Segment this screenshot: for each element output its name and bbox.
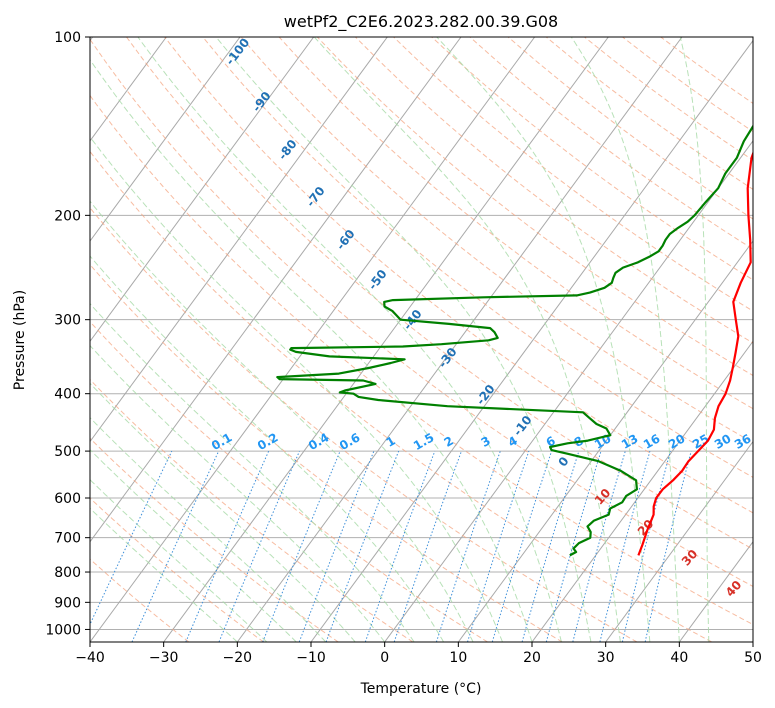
isotherm-line <box>752 641 753 642</box>
dewpoint-profile-line <box>276 124 753 557</box>
y-tick-label: 300 <box>54 313 81 329</box>
x-tick-label: −20 <box>223 650 253 666</box>
x-tick-label: 10 <box>449 650 467 666</box>
dry-adiabat-line <box>90 378 414 642</box>
dry-adiabat-line <box>90 263 563 642</box>
y-tick-label: 400 <box>54 387 81 403</box>
mixing-ratio-line <box>325 450 400 642</box>
x-tick-label: −30 <box>149 650 179 666</box>
dry-adiabat-line <box>126 37 753 550</box>
moist-adiabat-line <box>90 136 503 642</box>
plot-frame <box>89 36 754 643</box>
plot-background <box>90 37 753 642</box>
moist-adiabat-line <box>90 344 386 642</box>
mixing-ratio-line <box>364 450 436 642</box>
moist-adiabat-line <box>436 37 651 642</box>
moist-adiabat-line <box>90 58 533 642</box>
mixing-ratio-line <box>521 450 580 642</box>
dry-adiabat-line <box>90 437 339 642</box>
dry-adiabat-line <box>278 37 753 410</box>
y-axis-label: Pressure (hPa) <box>12 290 28 390</box>
mixing-ratio-line <box>218 450 300 642</box>
mixing-ratio-line <box>467 450 530 642</box>
isotherm-line <box>236 37 683 642</box>
moist-adiabats <box>90 37 710 642</box>
isotherm-line <box>531 340 753 642</box>
dry-adiabat-line <box>316 37 753 377</box>
mixing-ratio-lines <box>90 450 692 642</box>
mixing-ratio-label: 36 <box>732 431 753 451</box>
isotherm-line <box>90 37 315 343</box>
y-tick-label: 900 <box>54 595 81 611</box>
isotherm-line <box>90 37 388 443</box>
y-tick-label: 100 <box>54 30 81 46</box>
isotherm-line <box>163 37 609 642</box>
mixing-ratio-line <box>644 450 692 642</box>
dry-adiabat-line <box>90 150 712 642</box>
y-tick-label: 1000 <box>45 622 81 638</box>
moist-adiabat-line <box>90 255 445 642</box>
isotherm-line <box>457 240 753 642</box>
dry-adiabat-line <box>90 207 638 642</box>
mixing-ratio-line <box>131 450 220 642</box>
y-tick-label: 800 <box>54 565 81 581</box>
moist-adiabat-line <box>90 200 474 642</box>
x-tick-label: 50 <box>744 650 762 666</box>
mixing-ratio-line <box>572 450 626 642</box>
isotherm-line <box>90 37 167 142</box>
isotherm-line <box>384 140 753 642</box>
moist-adiabat-line <box>90 382 356 642</box>
profile-series <box>276 124 753 557</box>
x-tick-label: 40 <box>670 650 688 666</box>
mixing-ratio-line <box>393 450 462 642</box>
x-axis-label: Temperature (°C) <box>360 681 482 697</box>
x-tick-label: 30 <box>597 650 615 666</box>
y-axis-ticks: 100 200 300 400 500 600 700 800 900 1000 <box>45 30 90 638</box>
isotherm-line <box>90 37 536 642</box>
temperature-profile-line <box>637 150 753 556</box>
dry-adiabat-line <box>90 94 753 626</box>
moist-adiabat-line <box>90 478 268 642</box>
moist-adiabat-line <box>90 507 238 642</box>
dry-adiabat-line <box>164 37 753 514</box>
dry-adiabat-line <box>90 38 753 587</box>
y-tick-label: 600 <box>54 491 81 507</box>
x-tick-label: −10 <box>296 650 326 666</box>
y-tick-label: 200 <box>54 208 81 224</box>
x-tick-label: 0 <box>380 650 389 666</box>
x-tick-label: −40 <box>75 650 105 666</box>
isotherm-line <box>310 39 753 642</box>
mixing-ratio-line <box>185 450 270 642</box>
moist-adiabat-line <box>137 37 562 642</box>
mixing-ratio-line <box>298 450 375 642</box>
moist-adiabat-line <box>570 37 680 642</box>
mixing-ratio-line <box>491 450 553 642</box>
moist-adiabat-line <box>313 37 621 642</box>
chart-title: wetPf2_C2E6.2023.282.00.39.G08 <box>284 12 558 32</box>
x-tick-label: 20 <box>523 650 541 666</box>
x-axis-ticks: −40 −30 −20 −10 0 10 20 30 40 50 <box>75 642 762 666</box>
dry-adiabats <box>90 37 753 642</box>
moist-adiabat-line <box>90 302 415 642</box>
mixing-ratio-line <box>545 450 602 642</box>
moist-adiabat-line <box>90 416 327 642</box>
isotherm-line <box>605 440 753 642</box>
mixing-ratio-line <box>599 450 651 642</box>
dry-adiabat-line <box>90 558 190 642</box>
moist-adiabat-line <box>90 448 297 642</box>
mixing-ratio-line <box>262 450 341 642</box>
moist-adiabat-line <box>679 37 710 642</box>
y-tick-label: 700 <box>54 531 81 547</box>
y-tick-label: 500 <box>54 444 81 460</box>
mixing-ratio-line <box>435 450 501 642</box>
isotherm-line <box>90 37 241 242</box>
mixing-ratio-line <box>90 450 173 626</box>
dry-adiabat-line <box>202 37 753 478</box>
